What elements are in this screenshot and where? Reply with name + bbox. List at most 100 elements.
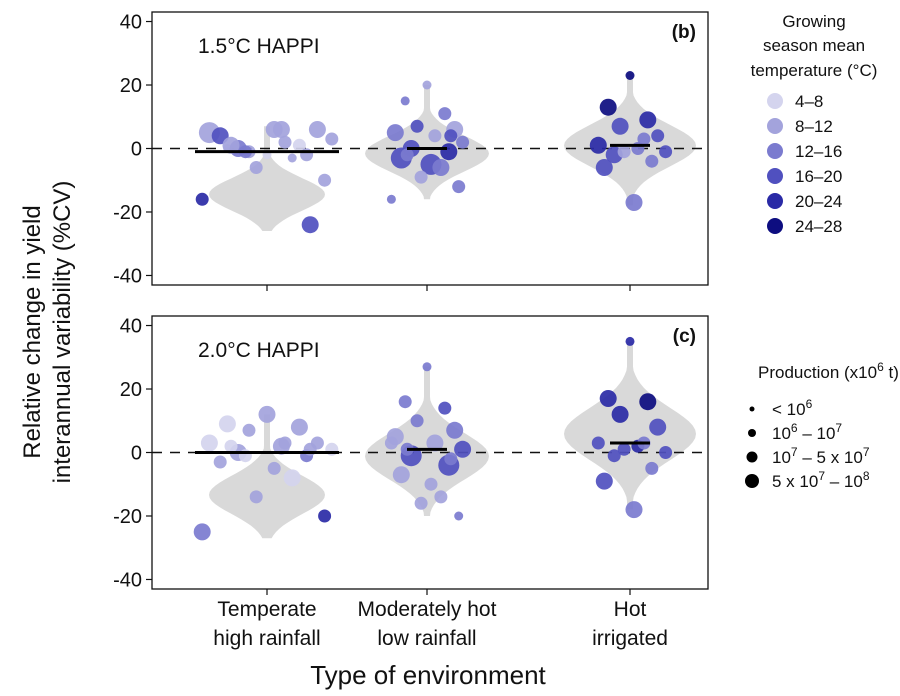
data-point <box>611 405 629 423</box>
data-point <box>607 449 621 463</box>
data-point <box>645 154 659 168</box>
data-point <box>287 153 297 163</box>
legend-temperature-label: 8–12 <box>795 117 833 136</box>
y-tick-label: 20 <box>120 75 142 97</box>
legend-temperature: Growing season mean temperature (°C) 4–8… <box>751 12 878 236</box>
data-point <box>400 148 414 162</box>
violin-shape <box>365 85 489 200</box>
data-point <box>258 405 276 423</box>
panel-title: 2.0°C HAPPI <box>198 339 320 362</box>
data-point <box>454 511 464 521</box>
data-point <box>649 418 667 436</box>
category-label-line2: low rainfall <box>377 627 476 650</box>
data-point <box>625 71 635 80</box>
data-point <box>318 509 332 523</box>
data-point <box>440 143 458 161</box>
y-tick-label: 0 <box>131 443 142 465</box>
legend-temperature-title-line2: season mean <box>763 36 865 55</box>
legend-temperature-swatch <box>767 168 783 184</box>
category-label-line1: Hot <box>614 598 647 621</box>
data-point <box>224 439 238 453</box>
data-point <box>617 145 631 159</box>
data-point <box>595 159 613 176</box>
y-tick-label: -40 <box>113 569 142 591</box>
data-point <box>438 401 452 415</box>
data-point <box>589 136 607 154</box>
legend-production-label: 5 x 107 – 108 <box>772 469 870 491</box>
category-labels: Temperate high rainfall Moderately hot low … <box>213 598 668 650</box>
legend-production-label: < 106 <box>772 397 813 419</box>
data-point <box>454 440 472 458</box>
violin-shape <box>209 126 325 231</box>
legend-production-label: 106 – 107 <box>772 421 842 443</box>
legend-production-title: Production (x106 t) <box>758 360 899 382</box>
category-label-line2: high rainfall <box>213 627 320 650</box>
data-point <box>617 442 631 456</box>
legend-temperature-swatch <box>767 193 783 209</box>
data-point <box>278 135 292 149</box>
y-tick-label: -40 <box>113 265 142 287</box>
x-axis-title: Type of environment <box>310 660 546 690</box>
data-point <box>426 434 444 452</box>
legend-production-swatch <box>748 429 756 437</box>
legend-temperature-label: 4–8 <box>795 92 823 111</box>
data-point <box>422 362 432 372</box>
data-point <box>249 161 263 174</box>
data-point <box>265 121 283 138</box>
data-point <box>599 390 617 407</box>
category-label-line1: Moderately hot <box>358 598 497 621</box>
data-point <box>625 501 643 519</box>
y-tick-label: 40 <box>120 12 142 34</box>
data-point <box>625 194 643 211</box>
data-point <box>290 418 308 436</box>
data-point <box>400 96 410 106</box>
data-point <box>428 129 442 143</box>
legend-temperature-swatch <box>767 118 783 134</box>
data-point <box>639 111 657 129</box>
legend-temperature-swatch <box>767 218 783 234</box>
panel-letter: (b) <box>672 22 696 43</box>
y-axis-title-line2: interannual variability (%CV) <box>49 181 76 484</box>
category-label-line1: Temperate <box>217 598 316 621</box>
legend-temperature-swatch <box>767 93 783 109</box>
data-point <box>444 129 458 143</box>
data-point <box>249 490 263 504</box>
data-point <box>432 159 450 176</box>
legend-temperature-label: 24–28 <box>795 217 842 236</box>
panel-letter: (c) <box>673 326 696 347</box>
legend-production-swatch <box>745 474 759 488</box>
data-point <box>386 124 404 142</box>
y-tick-label: 40 <box>120 316 142 338</box>
data-point <box>599 98 617 116</box>
data-point <box>422 80 432 90</box>
data-point <box>195 192 209 206</box>
data-point <box>434 490 448 504</box>
category-label-line2: irrigated <box>592 627 668 650</box>
data-point <box>456 135 470 149</box>
data-point <box>639 393 657 411</box>
data-point <box>446 421 464 439</box>
data-point <box>278 436 292 450</box>
y-tick-label: 20 <box>120 379 142 401</box>
data-point <box>625 336 635 346</box>
data-point <box>438 107 452 121</box>
violin-shape <box>564 72 696 206</box>
data-point <box>200 434 218 452</box>
y-tick-label: -20 <box>113 506 142 528</box>
data-point <box>242 423 256 437</box>
data-point <box>292 138 306 152</box>
data-point <box>213 455 227 469</box>
data-point <box>452 180 466 194</box>
data-point <box>283 469 301 487</box>
panel-c: -40 -20 0 20 40 2.0°C HAPPI (c) <box>113 315 709 595</box>
data-point <box>301 216 319 234</box>
data-point <box>414 170 428 184</box>
y-axis-title-line1: Relative change in yield <box>19 205 46 459</box>
data-point <box>193 523 211 541</box>
data-point <box>591 436 605 450</box>
legend-temperature-label: 20–24 <box>795 192 842 211</box>
data-point <box>651 129 665 143</box>
violin-shape <box>209 414 325 539</box>
legend-temperature-label: 16–20 <box>795 167 842 186</box>
